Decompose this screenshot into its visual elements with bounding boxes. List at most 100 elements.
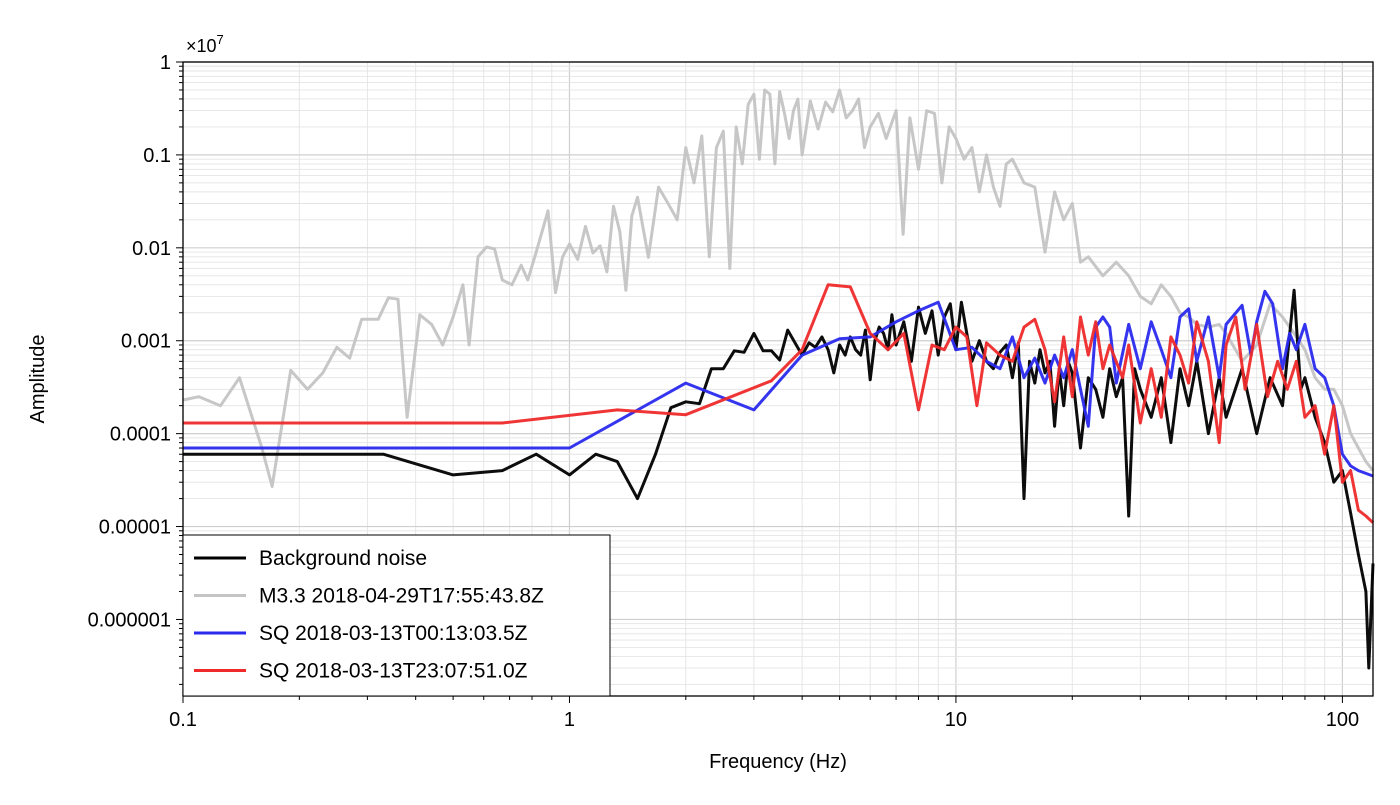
data-point: [1323, 441, 1326, 444]
data-point: [406, 416, 408, 419]
data-point: [1218, 376, 1220, 379]
data-point: [1053, 354, 1056, 356]
data-point: [1304, 376, 1306, 379]
data-point: [360, 318, 363, 321]
data-point: [219, 404, 222, 407]
data-point: [924, 332, 927, 335]
data-point: [874, 339, 876, 342]
data-point: [397, 298, 399, 301]
data-point: [1023, 326, 1025, 328]
data-point: [895, 344, 897, 346]
data-point: [1323, 453, 1326, 456]
data-point: [1044, 348, 1046, 351]
data-point: [616, 460, 619, 463]
data-point: [976, 404, 978, 407]
data-point: [1053, 425, 1056, 428]
data-point: [1295, 348, 1298, 351]
data-point: [1053, 401, 1056, 403]
data-point: [1170, 376, 1172, 379]
data-point: [1281, 367, 1284, 370]
data-point: [1044, 382, 1046, 384]
data-point: [741, 163, 744, 165]
data-point: [631, 215, 633, 217]
data-point: [1365, 515, 1367, 517]
data-point: [616, 409, 619, 411]
data-point: [1127, 515, 1130, 517]
data-point: [493, 248, 496, 250]
data-point: [1102, 367, 1104, 370]
data-point: [931, 310, 933, 312]
data-point: [1071, 202, 1074, 205]
data-point: [1160, 284, 1163, 286]
x-tick-label: 100: [1326, 709, 1359, 731]
data-point: [955, 348, 957, 351]
y-tick-label: 0.001: [121, 331, 171, 353]
data-point: [1127, 323, 1130, 326]
data-point: [1053, 191, 1056, 193]
data-point: [1271, 303, 1274, 305]
data-point: [966, 336, 968, 338]
data-point: [1115, 395, 1118, 398]
series-line: [182, 88, 1375, 488]
data-point: [547, 210, 549, 212]
data-point: [902, 233, 904, 235]
data-point: [758, 158, 761, 160]
data-point: [1094, 388, 1097, 391]
data-point: [1187, 382, 1190, 384]
data-point: [770, 350, 773, 352]
data-point: [1255, 321, 1258, 323]
legend-label: M3.3 2018-04-29T17:55:43.8Z: [259, 585, 544, 608]
data-point: [1102, 316, 1104, 318]
data-point: [1323, 388, 1326, 391]
data-point: [1304, 348, 1306, 351]
data-point: [501, 422, 504, 424]
data-point: [1011, 158, 1014, 160]
data-point: [963, 158, 965, 160]
data-point: [708, 255, 711, 258]
legend-label: Background noise: [259, 547, 427, 570]
data-point: [941, 182, 943, 184]
data-point: [501, 469, 504, 472]
data-point: [1314, 404, 1316, 407]
data-point: [1049, 360, 1051, 363]
data-point: [1087, 376, 1090, 379]
data-point: [1160, 348, 1163, 351]
data-point: [1028, 360, 1031, 363]
data-point: [1225, 344, 1227, 346]
data-point: [1005, 344, 1008, 346]
data-point: [1349, 512, 1352, 514]
data-point: [606, 271, 608, 273]
data-point: [1115, 261, 1118, 264]
data-point: [895, 109, 897, 112]
data-point: [999, 354, 1001, 356]
data-point: [971, 346, 973, 349]
data-point: [1087, 255, 1090, 258]
data-point: [1108, 344, 1111, 346]
data-point: [985, 154, 988, 156]
data-point: [1108, 326, 1111, 328]
data-point: [636, 196, 639, 199]
data-point: [801, 154, 803, 156]
data-point: [1218, 441, 1220, 444]
data-point: [849, 286, 852, 288]
data-point: [527, 279, 529, 281]
data-point: [701, 135, 703, 137]
data-point: [845, 117, 847, 119]
data-point: [685, 413, 687, 416]
data-point: [1365, 590, 1367, 593]
data-point: [808, 342, 810, 344]
data-point: [1276, 360, 1279, 363]
data-point: [1255, 432, 1258, 435]
data-point: [1255, 323, 1258, 326]
y-tick-label: 0.0001: [110, 424, 171, 446]
data-point: [1179, 367, 1181, 370]
series-3: [182, 283, 1375, 524]
data-point: [271, 485, 273, 488]
data-point: [685, 146, 687, 149]
data-point: [685, 382, 687, 384]
data-point: [1023, 497, 1025, 500]
data-point: [933, 112, 936, 115]
data-point: [1269, 376, 1271, 379]
data-point: [735, 126, 737, 128]
